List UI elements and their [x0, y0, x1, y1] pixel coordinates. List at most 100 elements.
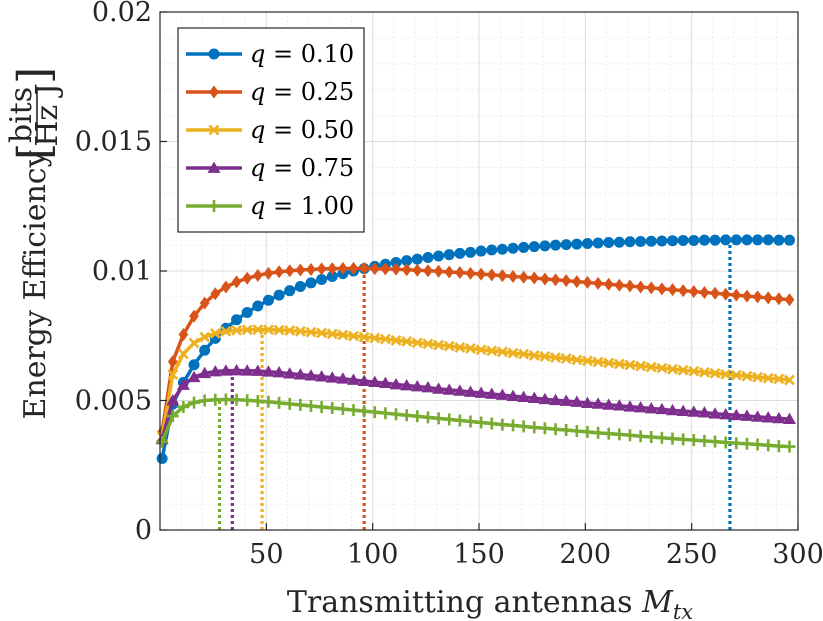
data-point: [166, 394, 180, 406]
data-point: [199, 344, 211, 356]
data-point: [486, 345, 498, 357]
data-point: [423, 264, 433, 278]
x-tick-label: 150: [453, 539, 505, 570]
data-point: [433, 250, 445, 262]
data-point: [305, 277, 317, 289]
data-point: [176, 378, 190, 390]
x-tick-label: 200: [560, 539, 612, 570]
data-point: [783, 234, 795, 246]
data-point: [476, 267, 487, 281]
series-3: [155, 363, 796, 445]
data-point: [294, 398, 307, 411]
data-point: [401, 263, 412, 277]
data-point: [751, 438, 764, 451]
data-point: [380, 333, 391, 345]
data-point: [698, 234, 710, 246]
data-point: [742, 289, 752, 303]
data-point: [421, 381, 435, 393]
data-point: [357, 374, 371, 386]
data-point: [699, 285, 710, 299]
data-point: [720, 287, 731, 301]
data-point: [295, 263, 306, 277]
data-point: [592, 356, 604, 368]
y-tick-label: 0: [135, 515, 152, 546]
data-point: [242, 271, 253, 285]
data-point: [603, 237, 615, 249]
data-point: [221, 280, 231, 294]
data-point: [773, 373, 785, 385]
data-point: [188, 359, 200, 371]
data-point: [283, 367, 297, 379]
data-point: [697, 406, 711, 418]
data-point: [677, 433, 690, 446]
data-point: [581, 425, 594, 438]
data-point: [677, 234, 689, 246]
series-layer: [155, 234, 796, 465]
data-point: [315, 370, 329, 382]
data-point: [507, 242, 519, 254]
data-point: [390, 408, 403, 421]
legend-entry: q = 0.10: [186, 40, 354, 68]
data-point: [401, 336, 413, 347]
data-point: [752, 290, 763, 304]
data-point: [613, 358, 625, 370]
data-point: [209, 327, 221, 339]
data-point: [241, 306, 253, 318]
y-tick-label: 0.02: [92, 0, 152, 28]
series-4: [156, 393, 796, 453]
data-point: [306, 262, 316, 276]
data-point: [731, 288, 742, 302]
data-point: [667, 363, 678, 375]
data-point: [284, 264, 295, 278]
data-point: [645, 361, 657, 373]
data-point: [710, 286, 720, 300]
data-point: [252, 324, 264, 335]
data-point: [325, 371, 339, 383]
legend-marker: [209, 85, 219, 99]
y-axis-label-text: Energy Efficiency: [18, 150, 53, 419]
data-point: [251, 364, 265, 376]
data-point: [358, 405, 371, 418]
data-point: [730, 437, 743, 450]
data-point: [635, 280, 646, 294]
data-point: [528, 241, 540, 253]
data-point: [614, 278, 625, 292]
data-point: [412, 263, 423, 277]
data-point: [582, 355, 593, 367]
data-point: [378, 376, 392, 389]
data-point: [230, 393, 243, 406]
data-point: [454, 247, 466, 259]
data-point: [741, 370, 753, 382]
data-point: [199, 331, 211, 343]
data-point: [304, 399, 317, 412]
data-point: [231, 324, 242, 336]
legend-marker: [208, 48, 220, 60]
data-point: [571, 275, 582, 289]
data-point: [486, 268, 497, 282]
data-point: [368, 375, 382, 387]
data-point: [730, 369, 742, 381]
data-point: [560, 353, 572, 364]
data-point: [656, 235, 668, 247]
data-point: [550, 273, 561, 287]
y-axis-label: Energy Efficiency [ bits Hz J ]: [4, 67, 65, 420]
x-tick-label: 250: [666, 539, 718, 570]
data-point: [688, 234, 700, 246]
data-point: [305, 326, 317, 338]
data-point: [687, 405, 701, 417]
data-point: [241, 324, 253, 336]
data-point: [550, 239, 562, 251]
data-point: [433, 264, 444, 278]
legend-entry: q = 1.00: [186, 192, 354, 220]
data-point: [444, 265, 455, 279]
data-point: [369, 262, 380, 276]
data-point: [624, 236, 636, 248]
data-point: [592, 237, 604, 249]
data-point: [368, 406, 381, 419]
data-point: [421, 411, 434, 424]
legend-entry: q = 0.25: [186, 78, 354, 106]
data-point: [782, 412, 796, 425]
data-point: [762, 439, 775, 452]
data-point: [389, 377, 403, 390]
